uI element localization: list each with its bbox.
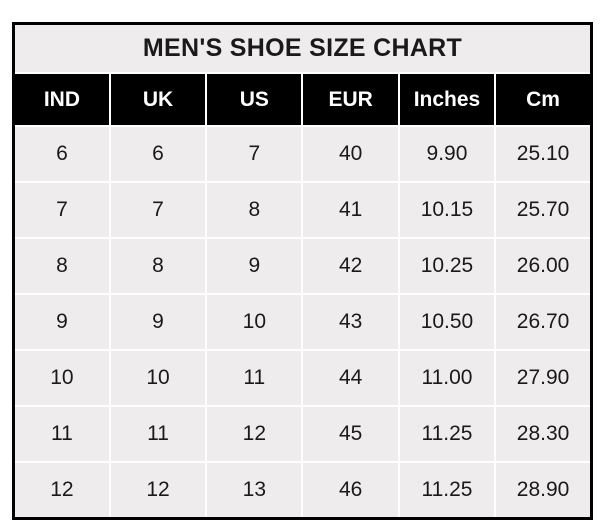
cell-cm: 28.30 <box>494 405 593 463</box>
cell-us: 13 <box>205 461 304 520</box>
cell-ind: 8 <box>12 237 111 295</box>
cell-uk: 6 <box>108 125 208 183</box>
cell-eur: 40 <box>301 125 400 183</box>
cell-cm: 26.70 <box>494 293 593 351</box>
table-row: 7 7 8 41 10.15 25.70 <box>12 181 593 239</box>
cell-inches: 11.00 <box>397 349 497 407</box>
column-header-uk: UK <box>108 72 208 127</box>
cell-cm: 25.70 <box>494 181 593 239</box>
cell-eur: 44 <box>301 349 400 407</box>
cell-uk: 9 <box>108 293 208 351</box>
column-header-us: US <box>205 72 304 127</box>
cell-inches: 11.25 <box>397 461 497 520</box>
cell-eur: 42 <box>301 237 400 295</box>
cell-ind: 11 <box>12 405 111 463</box>
cell-uk: 7 <box>108 181 208 239</box>
table-row: 6 6 7 40 9.90 25.10 <box>12 125 593 183</box>
table-header-row: IND UK US EUR Inches Cm <box>12 72 593 127</box>
cell-inches: 9.90 <box>397 125 497 183</box>
cell-uk: 8 <box>108 237 208 295</box>
table-row: 12 12 13 46 11.25 28.90 <box>12 461 593 520</box>
table-row: 8 8 9 42 10.25 26.00 <box>12 237 593 295</box>
cell-ind: 12 <box>12 461 111 520</box>
cell-us: 9 <box>205 237 304 295</box>
cell-cm: 27.90 <box>494 349 593 407</box>
cell-uk: 10 <box>108 349 208 407</box>
cell-inches: 10.25 <box>397 237 497 295</box>
table-row: 10 10 11 44 11.00 27.90 <box>12 349 593 407</box>
cell-cm: 28.90 <box>494 461 593 520</box>
cell-ind: 9 <box>12 293 111 351</box>
column-header-cm: Cm <box>494 72 593 127</box>
cell-ind: 10 <box>12 349 111 407</box>
cell-eur: 46 <box>301 461 400 520</box>
cell-uk: 11 <box>108 405 208 463</box>
cell-cm: 25.10 <box>494 125 593 183</box>
cell-us: 8 <box>205 181 304 239</box>
table-row: 11 11 12 45 11.25 28.30 <box>12 405 593 463</box>
cell-ind: 6 <box>12 125 111 183</box>
cell-uk: 12 <box>108 461 208 520</box>
column-header-eur: EUR <box>301 72 400 127</box>
cell-us: 10 <box>205 293 304 351</box>
cell-cm: 26.00 <box>494 237 593 295</box>
shoe-size-chart-table: MEN'S SHOE SIZE CHART IND UK US EUR Inches Cm… <box>12 22 593 520</box>
title-row: MEN'S SHOE SIZE CHART <box>12 22 593 74</box>
page-title: MEN'S SHOE SIZE CHART <box>12 22 593 74</box>
cell-eur: 41 <box>301 181 400 239</box>
cell-eur: 45 <box>301 405 400 463</box>
cell-us: 11 <box>205 349 304 407</box>
cell-ind: 7 <box>12 181 111 239</box>
cell-inches: 10.15 <box>397 181 497 239</box>
table-row: 9 9 10 43 10.50 26.70 <box>12 293 593 351</box>
cell-eur: 43 <box>301 293 400 351</box>
cell-us: 12 <box>205 405 304 463</box>
cell-us: 7 <box>205 125 304 183</box>
column-header-ind: IND <box>12 72 111 127</box>
table-body: 6 6 7 40 9.90 25.10 7 7 8 41 10.15 25.70 8 8 9 42 10.25 2… <box>12 125 593 520</box>
cell-inches: 10.50 <box>397 293 497 351</box>
column-header-inches: Inches <box>397 72 497 127</box>
cell-inches: 11.25 <box>397 405 497 463</box>
